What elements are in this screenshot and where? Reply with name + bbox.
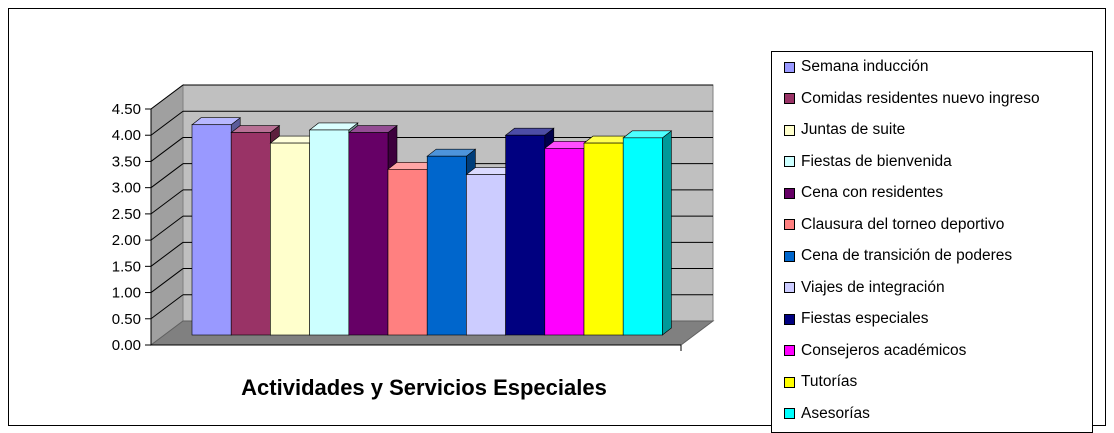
legend-label: Tutorías — [801, 373, 858, 390]
bar-top-12 — [622, 130, 673, 139]
legend-swatch — [784, 187, 795, 199]
legend-swatch — [784, 282, 795, 293]
legend-swatch — [784, 408, 795, 419]
bar-9 — [505, 134, 546, 336]
bar-top-7 — [426, 148, 477, 157]
chart-area: 0.00 0.50 1.00 1.50 2.00 2.50 3.00 3.50 4.00 4.50… — [8, 8, 1106, 433]
legend-item: Fiestas de bienvenida — [784, 151, 952, 173]
legend-swatch — [784, 156, 795, 167]
gridline-side — [150, 137, 184, 162]
y-tick-label: 3.50 — [112, 153, 141, 170]
legend-swatch — [784, 313, 795, 325]
legend-item: Comidas residentes nuevo ingreso — [784, 88, 1040, 110]
bar-2 — [230, 132, 271, 336]
y-tick-label: 0.50 — [112, 311, 141, 328]
bar-4 — [309, 129, 350, 336]
bar-top-5 — [347, 125, 398, 133]
bar-8 — [466, 174, 506, 336]
legend-item: Consejeros académicos — [784, 340, 966, 362]
bar-11 — [583, 142, 624, 336]
legend-swatch — [784, 219, 795, 230]
y-tick-label: 4.50 — [112, 101, 141, 118]
y-tick-label: 2.50 — [112, 206, 141, 223]
legend-label: Cena de transición de poderes — [801, 247, 1013, 264]
legend-swatch — [784, 124, 795, 136]
gridline-side — [150, 241, 184, 267]
legend-item: Cena con residentes — [784, 182, 943, 204]
gridline-side — [150, 84, 184, 110]
legend-item: Cena de transición de poderes — [784, 245, 1012, 267]
bar-side-12 — [662, 130, 672, 336]
legend: Semana inducción Comidas residentes nuevo… — [771, 51, 1093, 433]
gridline-side — [150, 163, 184, 189]
legend-item: Fiestas especiales — [784, 308, 929, 330]
y-tick-label: 4.00 — [112, 127, 141, 144]
y-tick-label: 2.00 — [112, 232, 141, 249]
legend-label: Viajes de integración — [801, 278, 945, 296]
gridline-side — [150, 268, 184, 293]
gridline-side — [150, 215, 184, 241]
legend-item: Clausura del torneo deportivo — [784, 214, 1004, 236]
legend-label: Fiestas especiales — [801, 310, 929, 327]
y-tick-label: 3.00 — [112, 180, 141, 197]
legend-label: Clausura del torneo deportivo — [801, 215, 1005, 233]
legend-swatch — [784, 376, 795, 388]
bar-top-2 — [230, 125, 281, 133]
bar-3 — [270, 142, 310, 336]
plot-area: 0.00 0.50 1.00 1.50 2.00 2.50 3.00 3.50 4.00 4.50 — [112, 84, 715, 354]
bar-5 — [348, 132, 389, 336]
legend-label: Fiestas de bienvenida — [801, 152, 952, 170]
bar-top-4 — [308, 122, 359, 131]
legend-item: Viajes de integración — [784, 277, 945, 299]
bar-12 — [622, 137, 663, 336]
legend-label: Asesorías — [801, 404, 870, 422]
legend-label: Comidas residentes nuevo ingreso — [801, 89, 1040, 107]
bar-10 — [544, 148, 585, 336]
bar-top-1 — [191, 117, 242, 126]
gridline-side — [150, 110, 184, 136]
y-tick-label: 1.00 — [112, 285, 141, 302]
legend-swatch — [784, 61, 795, 73]
gridline-side — [150, 294, 184, 320]
legend-swatch — [784, 93, 795, 104]
y-tick-label: 1.50 — [112, 258, 141, 275]
legend-label: Consejeros académicos — [801, 341, 967, 359]
legend-swatch — [784, 345, 795, 356]
chart-title: Actividades y Servicios Especiales — [241, 375, 607, 400]
bar-7 — [426, 155, 467, 336]
bar-1 — [191, 124, 232, 336]
legend-label: Cena con residentes — [801, 184, 944, 201]
bar-6 — [387, 169, 428, 336]
legend-label: Semana inducción — [801, 58, 929, 75]
legend-label: Juntas de suite — [801, 121, 906, 138]
legend-item: Tutorías — [784, 371, 857, 393]
side-wall — [150, 84, 184, 346]
gridline-side — [150, 189, 184, 215]
legend-item: Asesorías — [784, 403, 870, 425]
y-tick-label: 0.00 — [112, 337, 141, 354]
legend-item: Semana inducción — [784, 56, 929, 78]
legend-item: Juntas de suite — [784, 119, 905, 141]
legend-swatch — [784, 250, 795, 262]
bar-top-9 — [504, 127, 555, 136]
